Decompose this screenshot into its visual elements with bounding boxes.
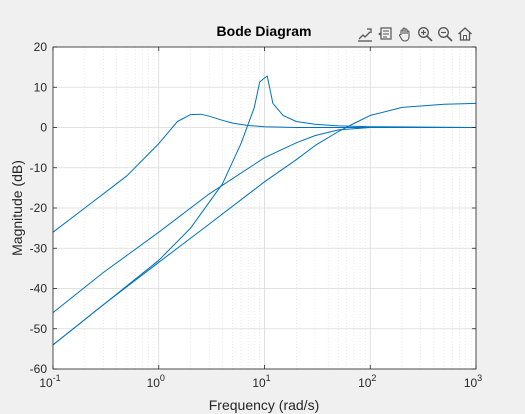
plot-area: 10-1 100 101 102 103 -60 -50 -40 -30 -20 -10 0 10 20 [30, 40, 483, 390]
axes-toolbar [356, 24, 473, 44]
pan-icon[interactable] [396, 25, 413, 43]
chart-title: Bode Diagram [217, 23, 312, 39]
x-tick-label: 101 [252, 373, 270, 390]
x-tick-label: 103 [464, 373, 482, 390]
y-tick-label: -40 [30, 282, 48, 296]
home-icon[interactable] [456, 25, 473, 43]
y-tick-label: -20 [30, 201, 48, 215]
x-tick-label: 100 [147, 373, 165, 390]
export-icon[interactable] [356, 25, 373, 43]
x-tick-label: 102 [358, 373, 376, 390]
x-axis-label: Frequency (rad/s) [209, 397, 319, 413]
y-tick-label: -30 [30, 241, 48, 255]
zoom-in-icon[interactable] [416, 25, 433, 43]
series-line-1 [52, 113, 476, 233]
series-line-2 [52, 75, 477, 346]
zoom-out-icon[interactable] [436, 25, 453, 43]
y-tick-label: -50 [30, 322, 48, 336]
data-tip-icon[interactable] [376, 25, 393, 43]
series-line-3 [52, 127, 476, 313]
y-tick-label: 0 [40, 121, 47, 135]
y-tick-label: -60 [30, 362, 48, 376]
x-tick-label: 10-1 [39, 373, 60, 390]
y-tick-label: -10 [30, 161, 48, 175]
y-tick-label: 20 [34, 40, 48, 54]
y-axis-label: Magnitude (dB) [9, 160, 25, 256]
series-line-4 [52, 102, 477, 346]
y-tick-label: 10 [34, 80, 48, 94]
